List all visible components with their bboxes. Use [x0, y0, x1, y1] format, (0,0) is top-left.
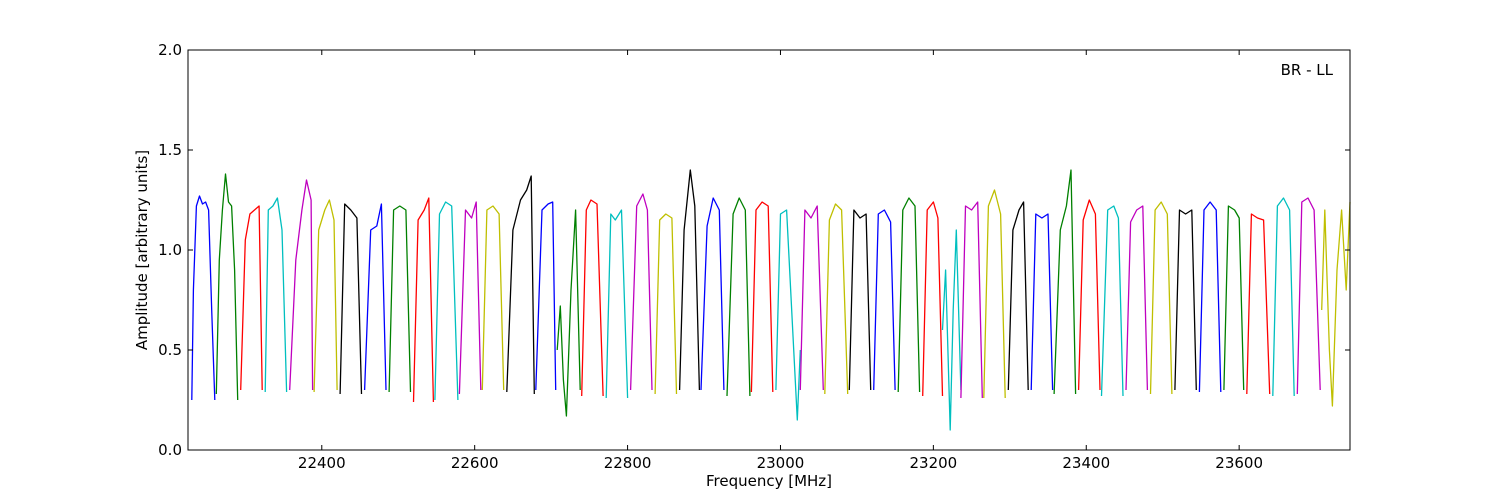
band-series-line: [1125, 205, 1149, 391]
band-series-line: [1149, 201, 1173, 395]
x-tick-label: 22600: [451, 454, 499, 472]
band-series-line: [1272, 197, 1295, 397]
series-layer: [191, 169, 1351, 431]
band-series-line: [983, 189, 1006, 399]
band-series-line: [700, 197, 725, 391]
band-series-line: [605, 209, 629, 399]
y-axis-label: Amplitude [arbitrary units]: [133, 150, 151, 350]
x-tick-label: 23000: [757, 454, 805, 472]
x-tick-label: 23200: [910, 454, 958, 472]
band-series-line: [775, 209, 801, 421]
band-series-line: [1007, 201, 1029, 391]
band-series-line: [1100, 205, 1124, 397]
band-series-line: [481, 205, 505, 391]
band-series-line: [191, 195, 216, 401]
band-series-line: [1296, 197, 1321, 395]
y-tick-label: 1.5: [158, 141, 182, 159]
band-series-line: [1223, 205, 1245, 391]
band-series-line: [434, 201, 459, 401]
y-tick-label: 2.0: [158, 41, 182, 59]
band-series-line: [458, 201, 482, 395]
band-series-line: [654, 213, 678, 395]
band-series-line: [1198, 201, 1222, 393]
band-series-line: [960, 201, 983, 399]
band-series-line: [1053, 169, 1077, 395]
y-tick-label: 0.5: [158, 341, 182, 359]
x-axis-label: Frequency [MHz]: [706, 472, 832, 490]
band-series-line: [1321, 201, 1351, 407]
band-series-line: [824, 203, 849, 395]
band-series-line: [339, 203, 363, 395]
band-series-line: [412, 197, 435, 403]
x-tick-label: 23400: [1062, 454, 1110, 472]
y-tick-label: 1.0: [158, 241, 182, 259]
x-tick-label: 22400: [298, 454, 346, 472]
band-series-line: [363, 203, 387, 391]
band-series-line: [848, 209, 872, 391]
band-series-line: [1030, 213, 1054, 391]
band-series-line: [799, 205, 824, 391]
band-series-line: [1077, 199, 1101, 391]
band-series-line: [726, 197, 751, 397]
band-series-line: [629, 193, 653, 391]
y-axis: 0.0 0.5 1.0 1.5 2.0: [158, 41, 1350, 459]
band-series-line: [750, 201, 774, 393]
band-series-line: [313, 199, 338, 393]
x-axis: 22400 22600 22800 23000 23200 23400 23600: [298, 50, 1263, 472]
polarization-annotation: BR - LL: [1281, 61, 1334, 79]
band-series-line: [535, 201, 557, 391]
band-series-line: [873, 209, 896, 391]
band-series-line: [581, 199, 604, 397]
band-series-line: [556, 209, 581, 417]
band-series-line: [922, 201, 944, 397]
band-series-line: [1246, 213, 1271, 395]
band-series-line: [289, 179, 314, 391]
band-series-line: [678, 169, 701, 391]
band-series-line: [941, 229, 962, 431]
band-series-line: [264, 197, 288, 393]
band-series-line: [388, 205, 412, 393]
plot-area: [187, 49, 1351, 451]
x-tick-label: 23600: [1215, 454, 1263, 472]
y-tick-label: 0.0: [158, 441, 182, 459]
band-series-line: [215, 173, 239, 401]
band-series-line: [897, 197, 921, 393]
band-series-line: [240, 205, 263, 391]
x-tick-label: 22800: [604, 454, 652, 472]
band-series-line: [1174, 209, 1197, 391]
band-series-line: [506, 175, 535, 395]
